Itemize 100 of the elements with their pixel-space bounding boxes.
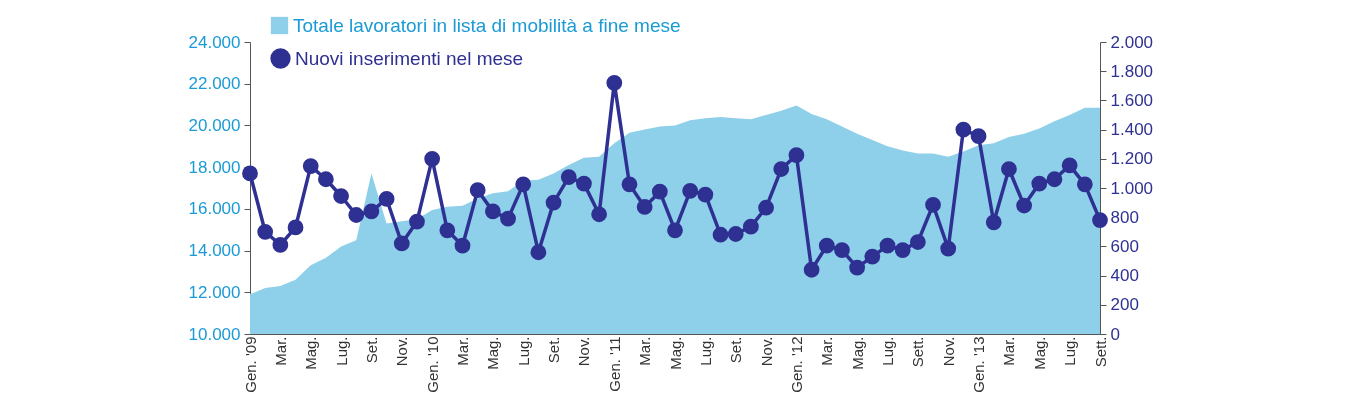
point xyxy=(788,147,805,164)
y-tick-label: 12.000 xyxy=(188,282,241,302)
point xyxy=(1046,171,1063,188)
point xyxy=(591,206,607,223)
point xyxy=(333,188,349,204)
point xyxy=(1001,161,1017,177)
point xyxy=(272,237,289,253)
point xyxy=(864,248,881,265)
point xyxy=(393,235,410,252)
point xyxy=(1092,212,1108,228)
point xyxy=(667,222,683,239)
point xyxy=(515,176,532,193)
x-tick-label: Mar. xyxy=(454,336,471,366)
point xyxy=(697,186,714,203)
point xyxy=(743,218,759,235)
point xyxy=(925,196,941,213)
point xyxy=(378,191,395,207)
y-tick-label: 24.000 xyxy=(188,32,241,52)
y2-tick-label: 200 xyxy=(1110,295,1139,315)
point xyxy=(940,240,957,257)
y2-tick-label: 0 xyxy=(1110,324,1120,344)
x-tick-label: Lug. xyxy=(696,336,714,366)
point xyxy=(287,219,304,236)
point xyxy=(363,203,380,220)
x-tick-label: Mar. xyxy=(818,336,836,366)
point xyxy=(955,121,972,138)
x-tick-label: Lug. xyxy=(1061,336,1079,366)
y2-tick-label: 1.200 xyxy=(1110,149,1154,169)
x-tick-label: Sett. xyxy=(909,336,927,368)
point xyxy=(606,75,623,91)
point xyxy=(1076,176,1093,193)
x-tick-label: Set. xyxy=(545,336,563,364)
point xyxy=(242,165,258,182)
point xyxy=(803,261,820,278)
point xyxy=(454,237,471,254)
y-tick-label: 10.000 xyxy=(188,324,241,344)
y2-tick-label: 2.000 xyxy=(1110,32,1154,52)
point xyxy=(302,158,319,174)
point xyxy=(469,182,486,199)
x-tick-label: Lug. xyxy=(332,336,350,366)
y-tick-label: 20.000 xyxy=(188,115,241,135)
point xyxy=(348,207,365,223)
point xyxy=(834,242,850,258)
y-tick-label: 14.000 xyxy=(188,241,241,261)
y-tick-label: 18.000 xyxy=(188,157,241,177)
point xyxy=(439,222,456,239)
x-tick-label: Sett. xyxy=(1091,336,1109,368)
point xyxy=(970,128,987,145)
x-tick-label: Nov. xyxy=(575,336,593,367)
x-tick-label: Nov. xyxy=(393,336,411,367)
y-tick-label: 22.000 xyxy=(188,74,241,94)
x-tick-label: Mag. xyxy=(1030,336,1048,370)
point xyxy=(621,176,638,193)
point xyxy=(1016,197,1032,214)
x-tick-label: Mar. xyxy=(271,336,289,366)
x-tick-label: Set. xyxy=(727,336,745,364)
x-tick-label: Lug. xyxy=(879,336,896,366)
point xyxy=(484,203,501,220)
point xyxy=(894,242,911,258)
point xyxy=(879,237,896,254)
x-tick-label: Mar. xyxy=(636,336,654,366)
y2-tick-label: 1.800 xyxy=(1110,61,1154,81)
y2-tick-label: 600 xyxy=(1110,236,1139,256)
point xyxy=(985,214,1002,231)
point xyxy=(424,150,441,167)
x-tick-label: Gen. '13 xyxy=(970,336,988,393)
x-tick-label: Nov. xyxy=(939,336,957,367)
point xyxy=(636,199,653,215)
point xyxy=(257,223,274,240)
legend-label: Nuovi inserimenti nel mese xyxy=(295,47,524,69)
x-tick-label: Set. xyxy=(362,336,380,364)
x-tick-label: Mag. xyxy=(848,336,866,370)
point xyxy=(560,169,577,185)
point xyxy=(773,161,790,177)
x-tick-label: Mar. xyxy=(1000,336,1018,366)
point xyxy=(909,234,926,250)
y2-tick-label: 800 xyxy=(1110,207,1139,227)
y2-tick-label: 1.400 xyxy=(1110,120,1154,140)
point xyxy=(530,244,547,261)
point xyxy=(651,183,668,200)
point xyxy=(849,259,866,276)
x-tick-label: Gen. '09 xyxy=(241,336,259,393)
x-tick-label: Mag. xyxy=(302,336,320,370)
point xyxy=(1031,175,1048,192)
point xyxy=(1061,157,1078,174)
y2-tick-label: 1.000 xyxy=(1110,178,1154,198)
point xyxy=(682,183,699,199)
y2-tick-label: 400 xyxy=(1110,266,1139,286)
point xyxy=(500,210,516,227)
x-tick-label: Gen. '10 xyxy=(423,336,441,393)
legend-label: Totale lavoratori in lista di mobilità a fine mese xyxy=(293,14,681,36)
x-tick-label: Mag. xyxy=(666,336,684,370)
x-tick-label: Lug. xyxy=(514,336,532,366)
point xyxy=(712,226,729,243)
point xyxy=(409,213,425,230)
x-tick-label: Mag. xyxy=(484,336,502,370)
y2-tick-label: 1.600 xyxy=(1110,90,1154,110)
point xyxy=(545,194,562,211)
x-tick-label: Nov. xyxy=(757,336,775,367)
x-tick-label: Gen. '12 xyxy=(787,336,805,393)
